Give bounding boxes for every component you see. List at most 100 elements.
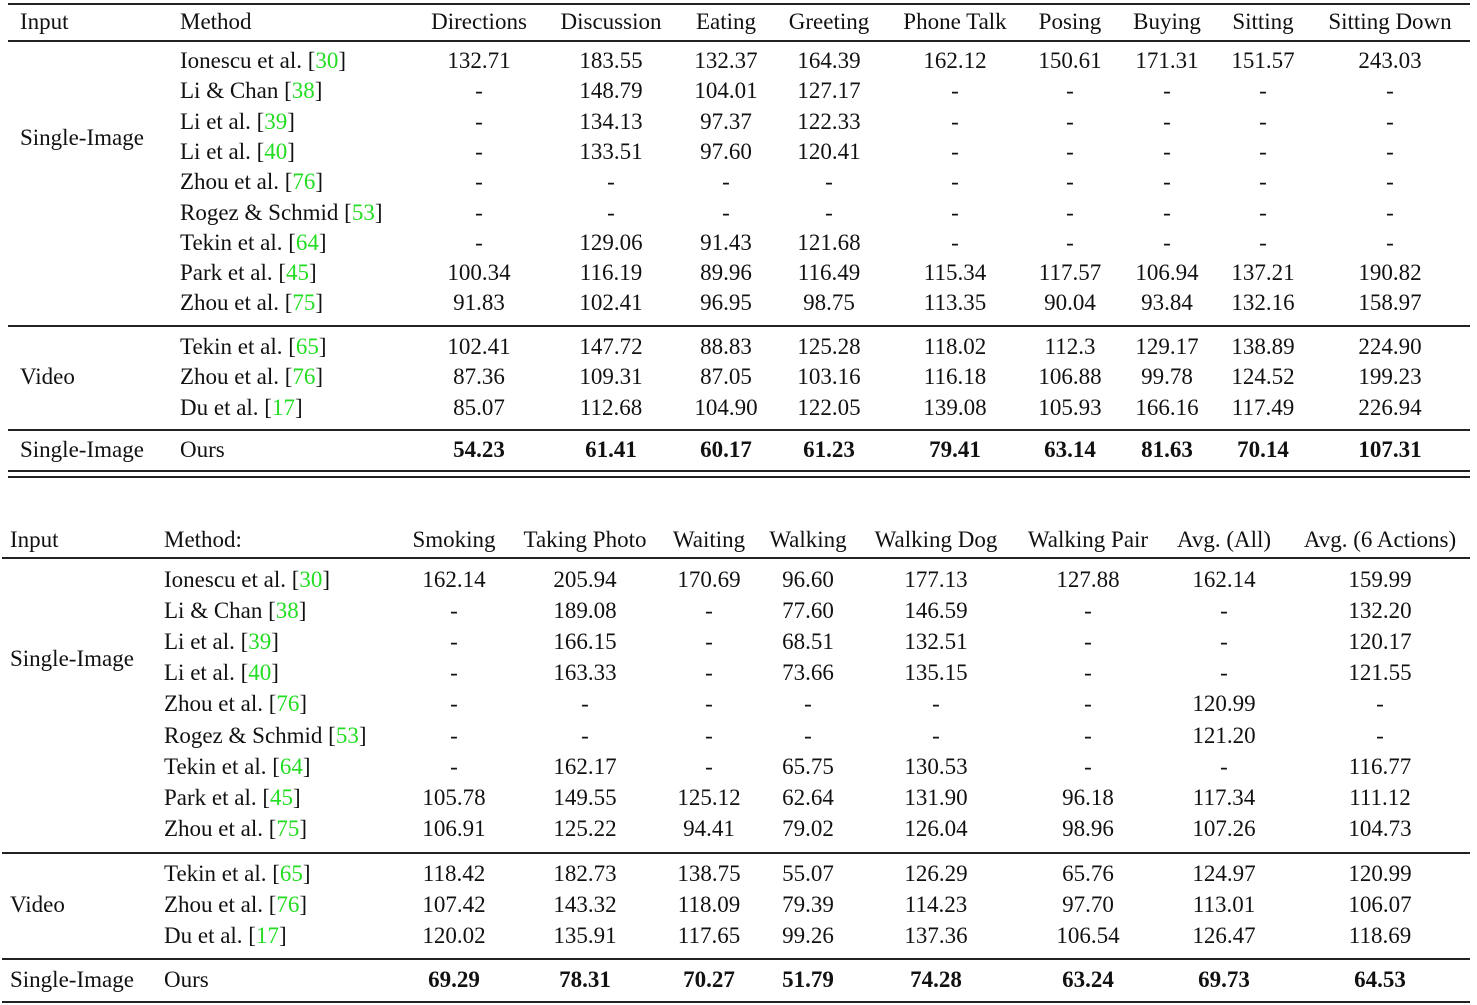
value-cell: 166.15 (553, 629, 617, 655)
value-cell: 162.17 (553, 753, 617, 779)
citation-close-bracket: ] (318, 229, 327, 255)
citation-link[interactable]: 40 (248, 660, 272, 686)
citation-close-bracket: ] (287, 138, 295, 164)
ours-value-cell: 54.23 (453, 437, 505, 462)
value-cell: - (450, 753, 458, 779)
citation-link[interactable]: 65 (279, 861, 303, 886)
results-table-1: Input Method Directions Discussion Eatin… (0, 0, 1470, 480)
group-rule (2, 852, 1470, 854)
value-cell: 137.21 (1231, 260, 1295, 286)
table-row: Tekin et al. [65] 118.42 182.73 138.75 55.07… (0, 859, 1470, 889)
value-cell: 96.95 (700, 290, 752, 316)
citation-link[interactable]: 76 (276, 691, 300, 717)
value-cell: 87.36 (453, 364, 505, 390)
value-cell: 112.68 (579, 394, 643, 420)
value-cell: 107.26 (1192, 815, 1256, 841)
citation-link[interactable]: 39 (264, 108, 288, 134)
citation-link[interactable]: 30 (315, 48, 339, 73)
ours-value-cell: 74.28 (910, 967, 962, 992)
value-cell: - (951, 78, 959, 104)
citation-link[interactable]: 45 (270, 784, 294, 810)
citation-close-bracket: ] (322, 567, 331, 592)
citation-link[interactable]: 76 (292, 364, 316, 390)
ours-value-cell: 69.29 (428, 967, 480, 992)
value-cell: 177.13 (904, 567, 968, 592)
value-cell: - (450, 629, 458, 655)
value-cell: 94.41 (683, 815, 735, 841)
value-cell: - (951, 169, 959, 195)
group-label-video: Video (20, 364, 75, 389)
citation-link[interactable]: 17 (255, 923, 279, 949)
header-walking-pair: Walking Pair (1027, 527, 1149, 552)
value-cell: 120.17 (1348, 629, 1412, 655)
value-cell: 106.91 (422, 815, 486, 841)
citation-link[interactable]: 76 (292, 169, 316, 195)
citation-link[interactable]: 75 (276, 815, 300, 841)
value-cell: 129.06 (579, 229, 643, 255)
value-cell: 149.55 (553, 784, 617, 810)
ours-value-cell: 79.41 (929, 437, 981, 462)
value-cell: 183.55 (579, 48, 643, 73)
method-name: Ionescu et al. [30] (180, 48, 347, 73)
value-cell: 151.57 (1231, 48, 1295, 73)
citation-link[interactable]: 76 (276, 892, 300, 918)
ours-value-cell: 64.53 (1354, 967, 1406, 992)
citation-link[interactable]: 38 (291, 78, 315, 104)
value-cell: - (1163, 229, 1171, 255)
value-cell: - (1163, 138, 1171, 164)
value-cell: 62.64 (782, 784, 834, 810)
citation-close-bracket: ] (314, 78, 323, 104)
citation-link[interactable]: 75 (292, 290, 316, 316)
value-cell: 126.29 (904, 861, 968, 886)
value-cell: 226.94 (1358, 394, 1422, 420)
citation-link[interactable]: 17 (271, 394, 295, 420)
method-name: Tekin et al. [64] (180, 229, 327, 255)
table-row: Ionescu et al. [30] 132.71 183.55 132.37 164… (0, 46, 1470, 76)
header-row: Input Method Directions Discussion Eatin… (0, 7, 1470, 37)
value-cell: 116.77 (1348, 753, 1412, 779)
header-avg-all: Avg. (All) (1176, 527, 1272, 552)
ours-method: Ours (164, 967, 209, 992)
value-cell: 106.94 (1135, 260, 1199, 286)
value-cell: 138.75 (677, 861, 741, 886)
citation-link[interactable]: 64 (279, 753, 303, 779)
value-cell: - (1386, 108, 1394, 134)
value-cell: 85.07 (453, 394, 505, 420)
value-cell: - (1163, 199, 1171, 225)
value-cell: 131.90 (904, 784, 968, 810)
value-cell: 162.14 (1192, 567, 1256, 592)
value-cell: 126.47 (1192, 923, 1256, 949)
citation-link[interactable]: 40 (264, 138, 288, 164)
citation-link[interactable]: 39 (248, 629, 272, 655)
value-cell: - (804, 691, 812, 717)
value-cell: 133.51 (579, 138, 643, 164)
header-directions: Directions (431, 9, 527, 34)
header-walking-dog: Walking Dog (874, 527, 998, 552)
group-label-single-image: Single-Image (10, 646, 134, 671)
table-row: Li et al. [39] - 134.13 97.37 122.33 - - - - - (0, 107, 1470, 137)
citation-link[interactable]: 38 (275, 598, 299, 624)
citation-link[interactable]: 65 (295, 334, 319, 359)
value-cell: 89.96 (700, 260, 752, 286)
value-cell: 126.04 (904, 815, 968, 841)
citation-close-bracket: ] (299, 815, 308, 841)
citation-link[interactable]: 53 (335, 722, 359, 748)
table-row: Zhou et al. [76] - - - - - - 120.99 - (0, 689, 1470, 719)
value-cell: 99.26 (782, 923, 834, 949)
value-cell: 189.08 (553, 598, 617, 624)
value-cell: 120.02 (422, 923, 486, 949)
value-cell: 135.91 (553, 923, 617, 949)
citation-link[interactable]: 45 (286, 260, 310, 286)
citation-link[interactable]: 64 (295, 229, 319, 255)
value-cell: 109.31 (579, 364, 643, 390)
value-cell: 166.16 (1135, 394, 1199, 420)
bottom-rule-2 (8, 476, 1470, 478)
value-cell: - (1220, 660, 1228, 686)
citation-link[interactable]: 30 (299, 567, 323, 592)
value-cell: 68.51 (782, 629, 834, 655)
citation-close-bracket: ] (298, 598, 307, 624)
value-cell: 137.36 (904, 923, 968, 949)
value-cell: - (581, 691, 589, 717)
citation-link[interactable]: 53 (351, 199, 375, 225)
